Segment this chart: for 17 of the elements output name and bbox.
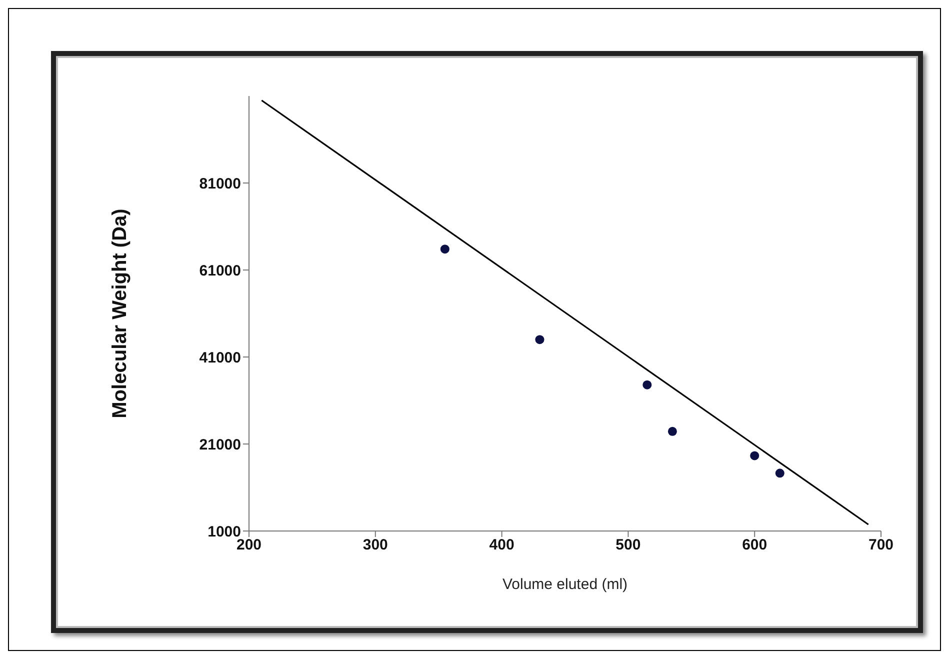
x-tick-label: 500 (616, 536, 641, 554)
x-tick-label: 300 (362, 536, 388, 554)
y-tick-label: 81000 (199, 175, 241, 192)
y-tick-label: 61000 (199, 262, 241, 280)
point (440, 244, 450, 254)
x-tick-label: 600 (742, 536, 768, 554)
y-tick-label: 21000 (199, 436, 241, 454)
point (535, 335, 544, 344)
point (750, 451, 760, 460)
point (642, 380, 652, 390)
y-tick-label: 41000 (199, 349, 241, 366)
x-tick-label: 700 (868, 536, 894, 554)
y-axis-title: Molecular Weight (Da) (109, 208, 132, 418)
point (668, 426, 677, 436)
point (775, 468, 784, 478)
x-axis-title: Volume eluted (ml) (502, 576, 628, 593)
x-tick-label: 400 (489, 536, 514, 554)
